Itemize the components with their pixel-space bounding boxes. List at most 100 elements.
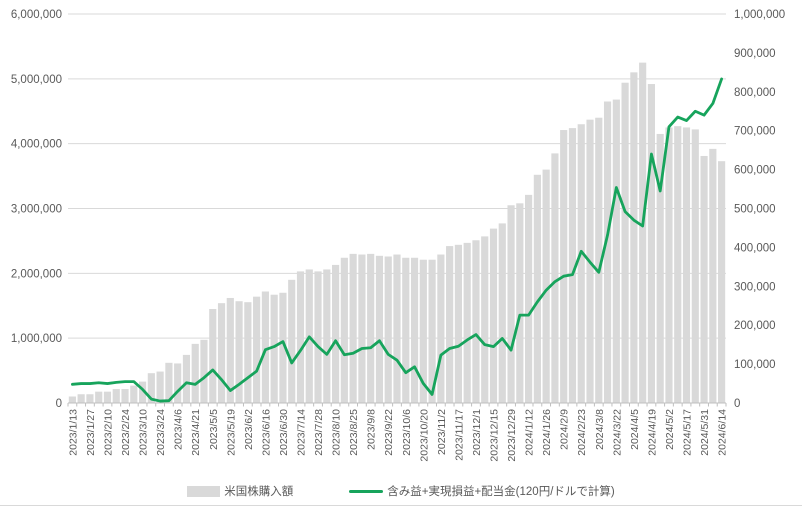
bar [665, 127, 673, 404]
x-axis-tick-label: 2023/4/6 [173, 409, 185, 450]
bar [165, 362, 173, 403]
legend-label-purchase: 米国株購入額 [224, 486, 294, 498]
x-axis-tick-label: 2023/6/16 [260, 409, 272, 456]
x-axis-tick-label: 2023/12/15 [489, 409, 501, 462]
x-axis-tick-label: 2023/3/24 [155, 409, 167, 456]
bar [112, 389, 120, 403]
bar [77, 394, 85, 403]
bar [481, 236, 489, 403]
y-axis-right-tick-label: 400,000 [734, 242, 776, 254]
bar [367, 253, 375, 403]
bar [296, 271, 305, 403]
bar [156, 371, 164, 403]
y-axis-left-tick-label: 3,000,000 [11, 204, 62, 216]
x-axis-tick-label: 2024/2/23 [576, 409, 588, 456]
y-axis-left-tick-label: 2,000,000 [11, 268, 62, 280]
x-axis-tick-label: 2023/9/22 [383, 409, 395, 456]
bar [639, 62, 647, 404]
y-axis-right-tick-label: 300,000 [734, 281, 776, 293]
bar [182, 354, 191, 403]
bar [621, 82, 629, 403]
bar [68, 396, 76, 403]
x-axis-tick-label: 2024/5/31 [699, 409, 711, 456]
x-axis-tick-label: 2023/11/2 [436, 409, 448, 455]
bar [332, 264, 340, 403]
bar [244, 302, 252, 403]
x-axis-tick-label: 2024/4/5 [629, 409, 641, 450]
y-axis-right-tick-label: 0 [734, 398, 740, 410]
x-axis-tick-label: 2023/6/30 [278, 409, 290, 456]
bar [402, 257, 410, 403]
bar [551, 153, 559, 403]
x-axis-tick-label: 2023/3/10 [138, 409, 150, 456]
bar [489, 228, 498, 403]
legend: 米国株購入額 含み益+実現損益+配当金(120円/ドルで計算) [0, 479, 802, 503]
bar [647, 84, 656, 404]
bar [147, 373, 155, 403]
bar-series-swatch [187, 485, 221, 497]
y-axis-right-tick-label: 1,000,000 [734, 9, 785, 21]
bar [674, 126, 682, 403]
bar [428, 259, 436, 403]
bar [542, 169, 550, 403]
bar [709, 148, 717, 403]
y-axis-right-tick-label: 800,000 [734, 87, 776, 99]
x-axis-tick-label: 2023/4/21 [190, 409, 202, 456]
bar [410, 257, 419, 403]
bar [217, 303, 226, 403]
x-axis-labels: 2023/1/13 2023/1/27 2023/2/10 2023/2/24 2023… [67, 409, 728, 462]
y-axis-left-labels: 6,000,000 5,000,000 4,000,000 3,000,000 2,00… [11, 9, 62, 410]
bar [261, 291, 269, 403]
bar [612, 99, 620, 403]
y-axis-right-tick-label: 900,000 [734, 48, 776, 60]
bar [200, 339, 208, 403]
bar [103, 391, 112, 403]
bar [121, 389, 129, 403]
legend-item-gain-line: 含み益+実現損益+配当金(120円/ドルで計算) [349, 483, 615, 499]
bar [603, 101, 612, 404]
y-axis-left-tick-label: 6,000,000 [11, 9, 62, 21]
x-axis-tick-label: 2023/2/24 [120, 409, 132, 456]
chart-bottom-border [0, 505, 802, 506]
x-axis-tick-label: 2024/4/19 [646, 409, 658, 456]
x-axis-tick-label: 2023/7/14 [295, 409, 307, 456]
x-axis-tick-label: 2023/9/8 [366, 409, 378, 450]
x-axis-tick-label: 2023/6/2 [243, 409, 255, 450]
bar [682, 127, 691, 404]
bar [507, 205, 515, 403]
y-axis-left-tick-label: 4,000,000 [11, 139, 62, 151]
x-axis-tick-label: 2024/6/14 [717, 409, 729, 456]
line-series-swatch [349, 489, 384, 493]
bar [437, 254, 445, 403]
combo-chart-plot: 6,000,000 5,000,000 4,000,000 3,000,000 2,00… [11, 9, 785, 462]
bar [463, 242, 471, 403]
bar [516, 203, 524, 403]
x-axis-tick-label: 2023/5/19 [225, 409, 237, 456]
x-axis-tick-label: 2023/8/10 [331, 409, 343, 456]
x-axis-tick-label: 2024/2/9 [559, 409, 571, 450]
bar [577, 124, 585, 403]
bar [533, 174, 541, 403]
x-axis-tick-label: 2023/10/20 [418, 409, 430, 462]
bar [191, 343, 199, 403]
x-axis-tick-label: 2023/12/29 [506, 409, 518, 462]
bar [393, 254, 401, 403]
y-axis-right-tick-label: 200,000 [734, 320, 776, 332]
bar [375, 255, 384, 403]
x-axis-tick-label: 2023/5/5 [208, 409, 220, 450]
bar [560, 130, 568, 404]
y-axis-right-tick-label: 500,000 [734, 204, 776, 216]
bar [340, 257, 348, 403]
x-axis-tick-label: 2023/10/6 [401, 409, 413, 456]
bar [226, 297, 234, 403]
bar [358, 254, 366, 403]
gain-line-series [70, 77, 724, 403]
bar [253, 296, 261, 403]
y-axis-left-tick-label: 1,000,000 [11, 333, 62, 345]
legend-item-purchase-bars: 米国株購入額 [187, 483, 293, 499]
x-axis-tick-label: 2023/2/10 [102, 409, 114, 456]
bar [174, 363, 182, 403]
bar [349, 253, 357, 403]
bar [700, 155, 708, 403]
x-axis-tick-label: 2024/5/2 [664, 409, 676, 450]
